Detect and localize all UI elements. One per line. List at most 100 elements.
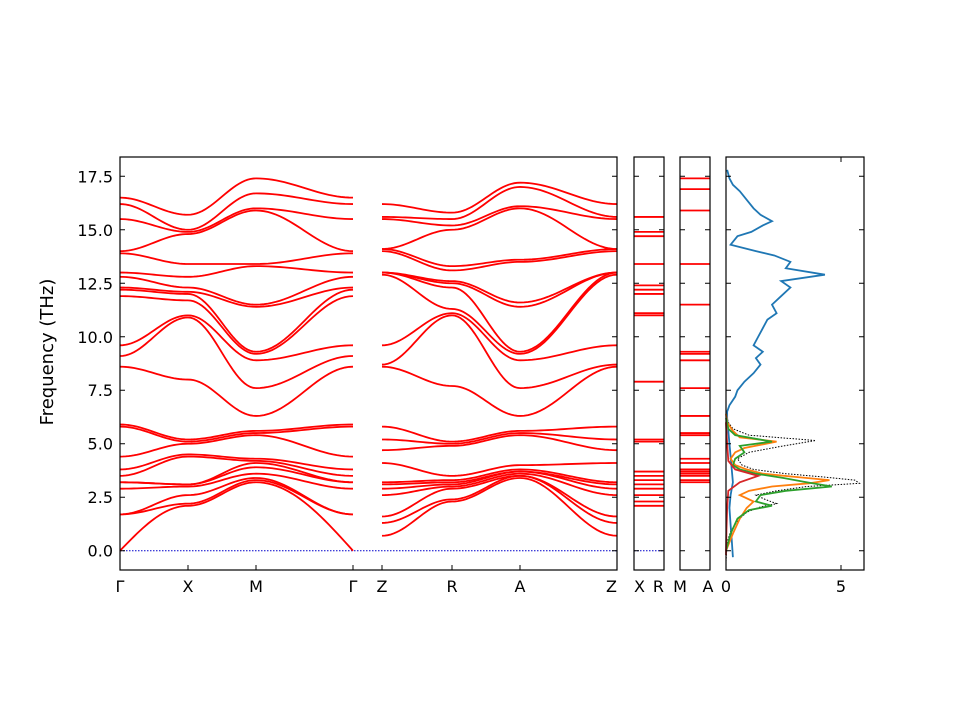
band-line	[187, 434, 257, 445]
x-tick-label: Γ	[349, 577, 358, 596]
band-panel-frame	[119, 156, 618, 571]
band-line	[255, 365, 354, 417]
band-line	[119, 494, 189, 516]
band-line	[451, 286, 521, 353]
band-line	[519, 470, 618, 486]
band-line	[519, 462, 617, 467]
band-line	[119, 271, 189, 278]
x-tick-label: M	[673, 577, 687, 596]
band-line	[187, 265, 257, 278]
band-line	[255, 295, 354, 355]
band-line	[381, 312, 453, 347]
band-line	[119, 485, 189, 490]
band-line	[381, 365, 453, 387]
band-line	[519, 250, 618, 263]
band-line	[119, 252, 189, 265]
band-line	[519, 248, 618, 261]
band-line	[519, 271, 618, 304]
band-line	[519, 207, 618, 250]
band-line	[255, 355, 354, 390]
y-tick-label: 15.0	[77, 221, 113, 240]
band-line	[119, 423, 189, 441]
x-tick-label: 0	[721, 577, 731, 596]
band-line	[187, 472, 257, 488]
band-line	[451, 385, 521, 417]
band-line	[381, 271, 453, 283]
band-line	[119, 203, 189, 231]
band-line	[255, 472, 354, 490]
band-line	[255, 477, 354, 516]
x-tick-label: X	[183, 577, 194, 596]
band-line	[519, 432, 618, 441]
band-line	[381, 314, 453, 366]
band-line	[255, 177, 354, 199]
band-line	[381, 273, 453, 310]
band-line	[119, 453, 189, 471]
band-line	[255, 265, 354, 274]
band-line	[187, 290, 257, 308]
band-line	[381, 438, 453, 445]
band-line	[519, 271, 618, 353]
band-line	[451, 258, 521, 268]
band-line	[451, 312, 521, 362]
y-tick-label: 2.5	[88, 488, 113, 507]
band-line	[187, 481, 257, 507]
band-line	[255, 288, 354, 353]
band-line	[519, 434, 618, 452]
band-line	[255, 192, 354, 205]
band-line	[519, 425, 618, 432]
band-line	[451, 430, 521, 443]
band-line	[255, 425, 354, 434]
x-tick-label: R	[446, 577, 457, 596]
band-line	[187, 432, 257, 443]
band-line	[255, 286, 354, 308]
band-line	[255, 209, 354, 253]
band-line	[519, 477, 618, 537]
band-line	[381, 483, 453, 490]
band-line	[119, 504, 189, 552]
y-tick-label: 0.0	[88, 542, 113, 561]
band-line	[187, 477, 257, 496]
band-line	[451, 205, 521, 227]
band-line	[519, 472, 618, 496]
band-line	[255, 252, 354, 265]
band-line	[187, 177, 257, 216]
band-line	[119, 365, 189, 381]
band-line	[381, 444, 453, 452]
band-line	[255, 275, 354, 306]
band-line	[451, 470, 521, 484]
band-line	[381, 250, 453, 272]
band-line	[119, 286, 189, 293]
band-line	[381, 216, 453, 220]
band-line	[119, 442, 189, 458]
dos-panel-frame	[725, 156, 865, 571]
band-line	[119, 295, 189, 302]
band-line	[381, 203, 453, 214]
band-line	[255, 457, 354, 471]
y-tick-label: 10.0	[77, 328, 113, 347]
x-tick-label: X	[634, 577, 645, 596]
x-tick-label: M	[249, 577, 263, 596]
x-tick-label: Z	[606, 577, 617, 596]
band-line	[187, 293, 257, 353]
band-line	[119, 455, 189, 477]
band-line	[187, 479, 257, 505]
band-line	[519, 363, 618, 390]
band-line	[187, 209, 257, 235]
band-line	[187, 314, 257, 362]
band-line	[451, 477, 521, 503]
band-line	[381, 498, 453, 524]
y-tick-label: 7.5	[88, 381, 113, 400]
band-line	[451, 280, 521, 304]
band-line	[255, 462, 354, 484]
band-line	[255, 459, 354, 477]
band-line	[255, 344, 354, 362]
band-line	[255, 481, 354, 552]
band-line	[451, 464, 521, 477]
band-line	[381, 462, 453, 477]
band-line	[381, 481, 453, 486]
